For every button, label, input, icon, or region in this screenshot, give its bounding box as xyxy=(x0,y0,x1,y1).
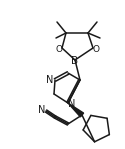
Text: B: B xyxy=(72,56,79,66)
Text: O: O xyxy=(56,45,62,53)
Text: N: N xyxy=(46,75,54,85)
Polygon shape xyxy=(68,103,84,117)
Text: N: N xyxy=(38,105,46,115)
Text: O: O xyxy=(92,45,100,53)
Text: N: N xyxy=(68,99,76,109)
